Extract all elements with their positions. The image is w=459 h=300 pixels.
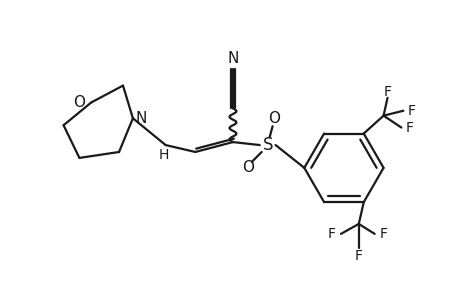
- Text: F: F: [379, 227, 387, 241]
- Text: N: N: [227, 51, 238, 66]
- Text: O: O: [268, 111, 280, 126]
- Text: S: S: [262, 136, 272, 154]
- Text: F: F: [406, 104, 414, 118]
- Text: O: O: [241, 160, 253, 175]
- Text: F: F: [383, 85, 391, 99]
- Text: F: F: [404, 121, 413, 135]
- Text: F: F: [354, 249, 362, 263]
- Text: N: N: [135, 111, 146, 126]
- Text: O: O: [73, 95, 85, 110]
- Text: H: H: [158, 148, 168, 162]
- Text: F: F: [327, 227, 336, 241]
